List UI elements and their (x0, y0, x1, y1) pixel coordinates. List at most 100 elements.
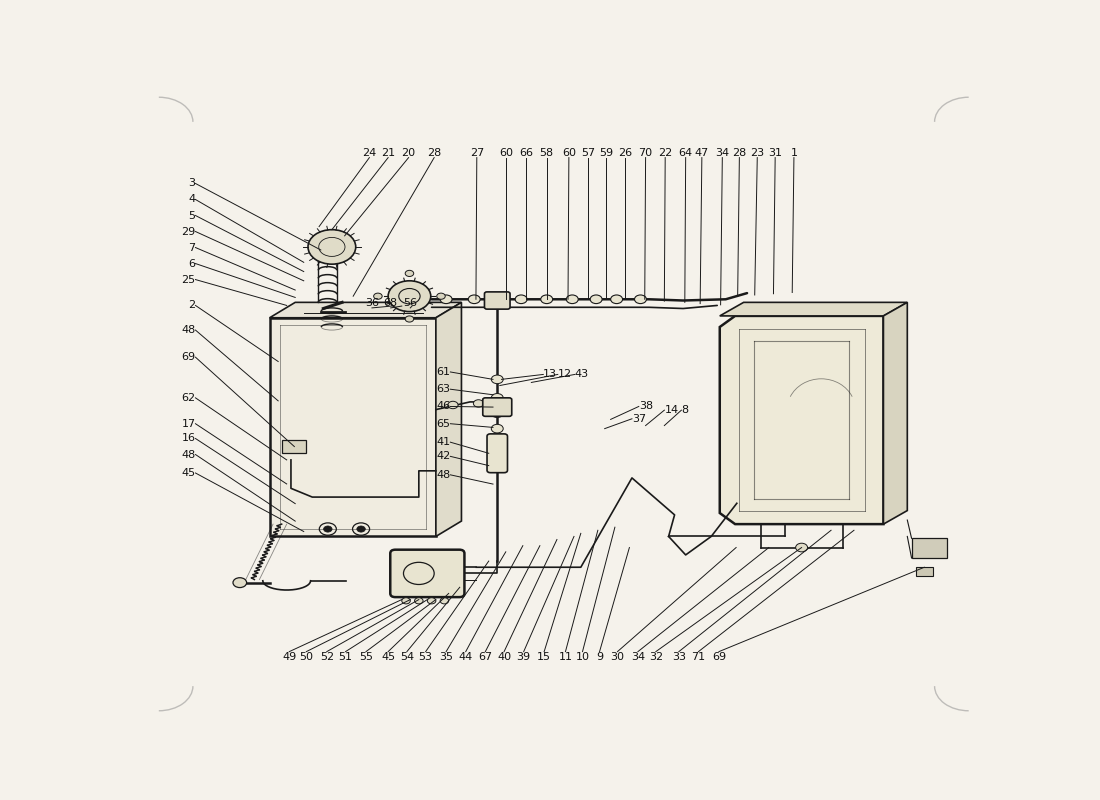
Text: 36: 36 (365, 298, 378, 308)
Text: 28: 28 (733, 147, 747, 158)
Polygon shape (436, 302, 462, 537)
Text: 58: 58 (540, 147, 553, 158)
Text: 12: 12 (558, 370, 572, 379)
Text: 46: 46 (437, 402, 450, 411)
Text: 64: 64 (679, 147, 693, 158)
Circle shape (591, 295, 602, 303)
Text: 21: 21 (381, 147, 395, 158)
Text: 29: 29 (182, 226, 196, 237)
Text: 69: 69 (712, 652, 726, 662)
Text: 24: 24 (362, 147, 376, 158)
Text: 48: 48 (182, 450, 196, 459)
Circle shape (437, 293, 446, 299)
Circle shape (448, 402, 458, 409)
Text: 44: 44 (459, 652, 473, 662)
Circle shape (635, 295, 647, 303)
Circle shape (388, 281, 431, 312)
Circle shape (515, 295, 527, 303)
Text: 52: 52 (320, 652, 333, 662)
Circle shape (492, 424, 503, 433)
Polygon shape (719, 302, 907, 316)
Circle shape (323, 526, 332, 532)
Text: 34: 34 (715, 147, 729, 158)
Text: 26: 26 (618, 147, 632, 158)
Text: 22: 22 (658, 147, 672, 158)
Circle shape (490, 295, 502, 303)
Text: 71: 71 (692, 652, 705, 662)
Text: 53: 53 (419, 652, 432, 662)
Text: 34: 34 (631, 652, 645, 662)
Text: 66: 66 (519, 147, 534, 158)
Circle shape (427, 598, 436, 604)
Text: 45: 45 (381, 652, 395, 662)
Text: 49: 49 (282, 652, 296, 662)
Text: 23: 23 (750, 147, 764, 158)
Circle shape (356, 526, 365, 532)
Text: 70: 70 (638, 147, 652, 158)
Polygon shape (719, 316, 883, 524)
Text: 11: 11 (559, 652, 572, 662)
Text: 17: 17 (182, 418, 196, 429)
Polygon shape (270, 302, 462, 318)
Bar (283, 440, 306, 454)
Text: 6: 6 (188, 258, 196, 269)
Text: 62: 62 (182, 393, 196, 403)
Text: 14: 14 (664, 405, 679, 415)
Text: 57: 57 (582, 147, 595, 158)
Text: 69: 69 (182, 352, 196, 362)
Text: 39: 39 (517, 652, 530, 662)
Text: 5: 5 (188, 210, 196, 221)
Text: 9: 9 (596, 652, 603, 662)
Text: 63: 63 (437, 384, 450, 394)
Circle shape (541, 295, 552, 303)
Circle shape (405, 316, 414, 322)
Text: 31: 31 (768, 147, 782, 158)
Circle shape (795, 543, 807, 552)
Circle shape (492, 394, 503, 402)
FancyBboxPatch shape (483, 398, 512, 416)
Text: 16: 16 (182, 434, 196, 443)
Text: 60: 60 (498, 147, 513, 158)
Text: 48: 48 (182, 325, 196, 335)
Text: 2: 2 (188, 301, 196, 310)
Text: 35: 35 (439, 652, 453, 662)
Text: 7: 7 (188, 242, 196, 253)
FancyBboxPatch shape (390, 550, 464, 597)
Text: 55: 55 (359, 652, 373, 662)
Text: 38: 38 (639, 402, 653, 411)
Text: 51: 51 (339, 652, 352, 662)
Text: 13: 13 (543, 370, 558, 379)
Text: 20: 20 (402, 147, 416, 158)
Text: 48: 48 (436, 470, 450, 480)
Text: 61: 61 (437, 367, 450, 377)
Circle shape (610, 295, 623, 303)
Circle shape (469, 295, 481, 303)
Text: 37: 37 (631, 414, 646, 424)
Bar (916, 566, 933, 577)
Text: 59: 59 (600, 147, 614, 158)
Circle shape (492, 375, 503, 384)
Text: 1: 1 (791, 147, 798, 158)
Text: 47: 47 (695, 147, 710, 158)
Circle shape (374, 293, 382, 299)
Circle shape (405, 270, 414, 277)
Circle shape (473, 400, 484, 407)
Text: 3: 3 (188, 178, 196, 189)
Text: 65: 65 (437, 418, 450, 429)
Circle shape (440, 295, 452, 303)
Circle shape (233, 578, 246, 587)
Text: 50: 50 (299, 652, 314, 662)
Polygon shape (883, 302, 908, 524)
FancyBboxPatch shape (484, 292, 510, 309)
Text: 27: 27 (470, 147, 484, 158)
Text: 10: 10 (575, 652, 590, 662)
Text: 8: 8 (681, 405, 689, 415)
Text: 32: 32 (649, 652, 663, 662)
Circle shape (308, 230, 355, 264)
Text: 40: 40 (497, 652, 512, 662)
Text: 67: 67 (478, 652, 493, 662)
Circle shape (415, 598, 424, 604)
Text: 25: 25 (182, 274, 196, 285)
Bar (912, 538, 947, 558)
Text: 33: 33 (672, 652, 685, 662)
